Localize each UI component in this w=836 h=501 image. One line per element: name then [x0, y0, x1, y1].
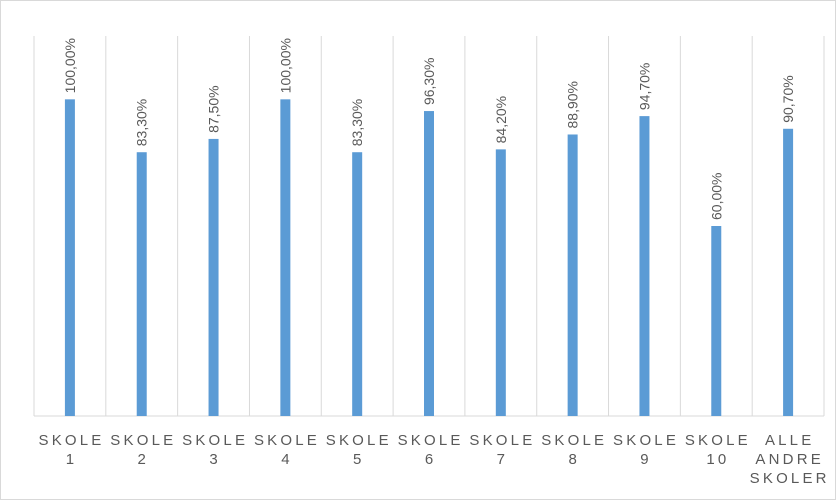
- bar-series: [64, 99, 794, 417]
- category-label: 1: [66, 451, 78, 468]
- bar: [136, 152, 147, 416]
- category-label: SKOLE: [613, 432, 679, 449]
- bar: [64, 99, 75, 416]
- category-label: ANDRE: [755, 451, 824, 468]
- data-label: 60,00%: [708, 173, 724, 220]
- category-label: SKOLE: [685, 432, 751, 449]
- bar: [783, 128, 794, 416]
- data-label: 87,50%: [206, 85, 222, 132]
- category-label: 3: [209, 451, 221, 468]
- category-label: SKOLER: [750, 470, 830, 487]
- data-label: 83,30%: [349, 99, 365, 146]
- data-label: 83,30%: [134, 99, 150, 146]
- category-label: SKOLE: [469, 432, 535, 449]
- category-label: ALLE: [765, 432, 815, 449]
- category-axis-labels: SKOLE 1 SKOLE 2 SKOLE 3 SKOLE 4 SKOLE 5 SKOLE 6 SKOL…: [38, 432, 830, 487]
- category-label: 2: [138, 451, 150, 468]
- category-label: 4: [281, 451, 293, 468]
- data-labels: 100,00% 83,30% 87,50% 100,00% 83,30% 96,30% 84…: [62, 38, 796, 220]
- data-label: 88,90%: [565, 81, 581, 128]
- bar: [352, 152, 363, 416]
- data-label: 90,70%: [780, 75, 796, 122]
- category-label: 7: [497, 451, 509, 468]
- bar: [495, 149, 506, 416]
- data-label: 100,00%: [62, 38, 78, 93]
- category-label: SKOLE: [254, 432, 320, 449]
- category-label: 9: [640, 451, 652, 468]
- bar: [639, 116, 650, 416]
- category-label: SKOLE: [398, 432, 464, 449]
- bar: [567, 134, 578, 416]
- category-label: 5: [353, 451, 365, 468]
- data-label: 96,30%: [421, 58, 437, 105]
- category-label: SKOLE: [326, 432, 392, 449]
- category-label: SKOLE: [182, 432, 248, 449]
- category-label: 6: [425, 451, 437, 468]
- data-label: 84,20%: [493, 96, 509, 143]
- category-label: SKOLE: [38, 432, 104, 449]
- data-label: 94,70%: [636, 63, 652, 110]
- bar: [280, 99, 291, 416]
- category-label: 10: [706, 451, 729, 468]
- bar: [208, 138, 219, 416]
- bar: [424, 111, 434, 417]
- category-label: 8: [568, 451, 580, 468]
- bar: [711, 226, 722, 416]
- data-label: 100,00%: [277, 38, 293, 93]
- category-label: SKOLE: [110, 432, 176, 449]
- category-label: SKOLE: [541, 432, 607, 449]
